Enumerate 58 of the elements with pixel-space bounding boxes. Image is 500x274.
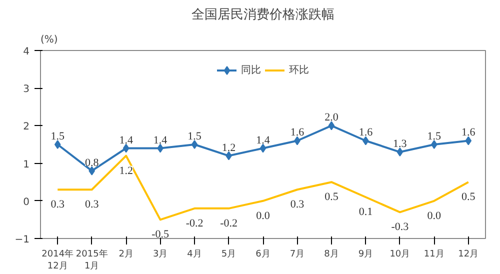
data-label: 0.1 <box>358 206 373 218</box>
data-label: 1.4 <box>119 134 134 146</box>
x-tick-label: 6月 <box>256 250 270 260</box>
data-label: 0.0 <box>427 210 442 222</box>
data-label: 0.3 <box>84 198 100 211</box>
data-label: 2.0 <box>324 112 339 124</box>
y-tick-label: 1 <box>23 159 30 170</box>
point <box>191 140 198 149</box>
point <box>328 121 335 130</box>
chart-title: 全国居民消费价格涨跌幅 <box>192 8 334 22</box>
point <box>465 136 472 146</box>
y-tick-label: −1 <box>14 234 30 246</box>
point <box>122 144 130 153</box>
data-label: -0.2 <box>220 217 238 230</box>
data-label: 1.3 <box>393 138 408 150</box>
data-label: 0.3 <box>50 198 65 211</box>
data-label: 1.6 <box>290 126 305 139</box>
y-axis-title: (%) <box>40 34 58 46</box>
data-label: -0.3 <box>391 221 410 234</box>
point <box>396 148 404 157</box>
x-tick-label: 8月 <box>324 250 339 260</box>
x-tick-label: 4月 <box>187 250 202 260</box>
x-tick-label: 7月 <box>290 250 305 260</box>
point <box>430 140 438 149</box>
data-label: 1.6 <box>462 126 476 139</box>
data-label: 1.5 <box>427 130 442 142</box>
y-tick-label: 0 <box>23 196 30 208</box>
x-tick-label: 10月 <box>390 250 410 260</box>
data-label: 0.3 <box>290 198 305 211</box>
y-tick-label: 4 <box>23 46 30 58</box>
legend-label: 同比 <box>241 64 261 77</box>
data-label: 0.8 <box>84 156 100 169</box>
data-label: 1.5 <box>50 130 65 142</box>
data-label: -0.2 <box>186 217 204 230</box>
point <box>88 166 96 176</box>
x-tick-label: 11月 <box>424 250 444 260</box>
point <box>54 140 61 149</box>
data-label: 1.2 <box>222 142 236 154</box>
x-tick-label: 2014年 12月 <box>42 248 74 272</box>
point <box>260 144 266 153</box>
data-label: 1.2 <box>119 164 133 177</box>
x-tick-label: 12月 <box>458 250 479 260</box>
data-label: 1.6 <box>358 126 374 139</box>
data-label: 1.4 <box>256 134 270 146</box>
x-tick-label: 9月 <box>358 250 374 260</box>
data-label: 0.0 <box>256 210 270 222</box>
x-tick-label: 2015年 1月 <box>76 248 108 272</box>
data-label: 0.5 <box>324 191 339 204</box>
legend-label: 环比 <box>289 64 309 77</box>
data-label: 0.5 <box>462 191 476 204</box>
x-tick-label: 5月 <box>221 250 236 260</box>
y-tick-label: 2 <box>23 122 30 133</box>
data-label: 1.4 <box>153 134 168 146</box>
x-tick-label: 2月 <box>118 250 134 260</box>
y-tick-label: 3 <box>23 84 30 96</box>
x-tick-label: 3月 <box>152 250 168 260</box>
data-label: -0.5 <box>152 228 170 241</box>
data-label: 1.5 <box>188 130 202 142</box>
